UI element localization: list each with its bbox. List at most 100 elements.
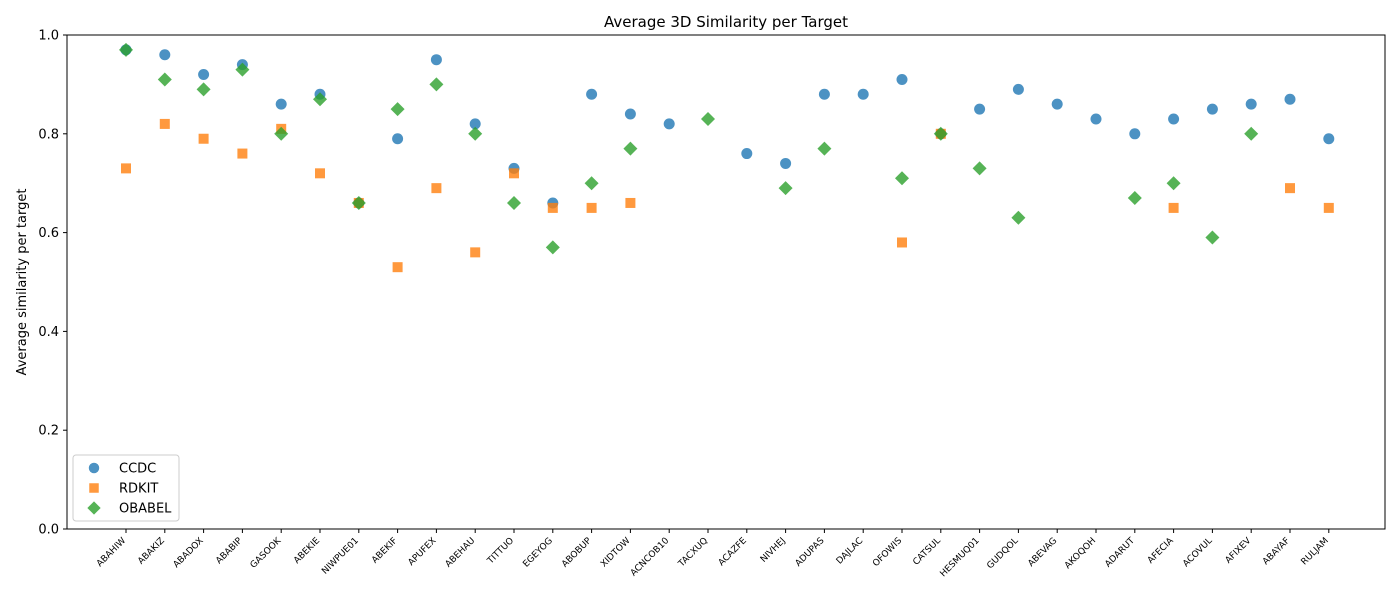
- x-tick-label: HESMUQ01: [939, 536, 982, 579]
- data-point-ccdc: [1284, 93, 1296, 105]
- data-point-obabel: [157, 72, 172, 87]
- data-point-obabel: [972, 161, 987, 176]
- x-tick-label: RULJAM: [1300, 536, 1331, 567]
- data-point-ccdc: [275, 98, 287, 110]
- data-point-obabel: [817, 141, 832, 156]
- data-point-rdkit: [1168, 202, 1179, 213]
- data-point-obabel: [313, 92, 327, 107]
- data-point-rdkit: [121, 163, 131, 174]
- series-ccdc: [120, 44, 1335, 209]
- x-tick-label: XIDTOW: [599, 536, 632, 569]
- x-tick-label: ACAZFE: [717, 536, 749, 568]
- data-point-ccdc: [430, 54, 442, 66]
- data-point-rdkit: [392, 262, 403, 273]
- x-tick-label: AFECIA: [1146, 535, 1176, 565]
- data-point-obabel: [429, 77, 444, 92]
- data-point-obabel: [235, 62, 250, 77]
- x-tick-label: TITTUO: [485, 536, 516, 567]
- legend-label-obabel: OBABEL: [119, 502, 172, 517]
- x-tick-label: ABEVAG: [1026, 536, 1059, 569]
- legend-marker-obabel: [87, 501, 101, 515]
- data-point-obabel: [623, 141, 638, 156]
- data-point-ccdc: [974, 103, 986, 115]
- x-tick-label: ABADOX: [172, 536, 206, 570]
- x-tick-label: TACXUQ: [676, 536, 710, 570]
- data-point-ccdc: [857, 88, 869, 100]
- legend-box: [72, 454, 180, 522]
- y-tick-label: 0.0: [38, 523, 59, 538]
- data-point-ccdc: [1051, 98, 1063, 110]
- x-tick-label: GUDQOL: [985, 536, 1020, 571]
- chart-title: Average 3D Similarity per Target: [604, 13, 848, 31]
- data-point-rdkit: [1323, 202, 1334, 213]
- data-point-ccdc: [896, 73, 908, 85]
- y-tick-label: 0.6: [38, 226, 59, 241]
- data-point-ccdc: [1168, 113, 1180, 125]
- y-tick-label: 0.4: [38, 325, 59, 340]
- series-obabel: [119, 42, 1259, 255]
- data-point-obabel: [351, 195, 366, 210]
- data-point-rdkit: [586, 202, 597, 213]
- data-point-obabel: [1011, 210, 1026, 225]
- data-point-rdkit: [547, 202, 558, 213]
- data-point-rdkit: [159, 118, 170, 129]
- y-tick-label: 0.2: [38, 424, 59, 439]
- data-point-ccdc: [1245, 98, 1257, 110]
- x-tick-label: ADUPAS: [794, 536, 827, 569]
- x-tick-label: ABAKIZ: [136, 536, 167, 567]
- data-point-obabel: [119, 42, 133, 57]
- data-point-obabel: [1244, 126, 1259, 141]
- x-tick-label: APUFEX: [407, 536, 439, 568]
- y-axis: 0.0 0.2 0.4 0.6 0.8 1.0: [38, 29, 67, 538]
- x-tick-label: AKOQOH: [1063, 536, 1098, 571]
- x-tick-label: ABAYAF: [1261, 536, 1292, 567]
- data-point-obabel: [1166, 176, 1181, 191]
- x-tick-label: NIVHEJ: [759, 536, 788, 565]
- data-point-obabel: [933, 126, 948, 141]
- x-tick-label: ABAHIW: [95, 536, 128, 569]
- x-tick-label: ABEKIF: [370, 536, 400, 566]
- x-tick-label: ACOVUL: [1181, 536, 1214, 569]
- data-point-ccdc: [198, 69, 210, 81]
- data-point-ccdc: [663, 118, 675, 130]
- legend-marker-ccdc: [88, 462, 100, 474]
- x-tick-label: ABEKIE: [292, 536, 322, 566]
- y-tick-label: 0.8: [38, 127, 59, 142]
- data-point-obabel: [778, 181, 793, 196]
- data-point-ccdc: [159, 49, 171, 61]
- data-point-rdkit: [509, 168, 519, 179]
- data-point-ccdc: [469, 118, 481, 130]
- y-tick-label: 1.0: [38, 29, 59, 44]
- data-point-obabel: [1127, 191, 1142, 206]
- data-point-ccdc: [624, 108, 636, 120]
- data-point-obabel: [468, 126, 483, 141]
- data-point-obabel: [895, 171, 909, 186]
- data-point-ccdc: [1012, 83, 1024, 95]
- legend-label-rdkit: RDKIT: [119, 482, 158, 497]
- x-tick-label: DAJLAC: [835, 536, 865, 566]
- x-tick-label: GASOOK: [249, 535, 284, 570]
- chart-marks: [119, 42, 1335, 273]
- data-point-ccdc: [392, 133, 404, 145]
- data-point-obabel: [390, 102, 405, 117]
- data-point-ccdc: [818, 88, 830, 100]
- data-point-obabel: [196, 82, 211, 97]
- x-axis: ABAHIW ABAKIZ ABADOX ABABIP GASOOK ABEKIENIWP…: [95, 529, 1331, 579]
- data-point-ccdc: [1323, 133, 1335, 145]
- x-tick-label: CATSUL: [911, 536, 943, 568]
- x-tick-label: ABEHAU: [444, 536, 478, 570]
- data-point-rdkit: [315, 168, 325, 179]
- x-tick-label: OFOWIS: [871, 536, 904, 569]
- legend-label-ccdc: CCDC: [119, 462, 156, 477]
- x-tick-label: ABOBUP: [560, 536, 594, 570]
- data-point-rdkit: [1285, 183, 1295, 194]
- legend-marker-rdkit: [89, 483, 99, 493]
- data-point-obabel: [701, 111, 715, 126]
- data-point-ccdc: [1206, 103, 1218, 115]
- x-tick-label: EGEYOG: [521, 536, 555, 570]
- data-point-rdkit: [237, 148, 248, 159]
- data-point-ccdc: [780, 157, 792, 169]
- data-point-rdkit: [198, 133, 209, 144]
- plot-frame: [66, 34, 1386, 530]
